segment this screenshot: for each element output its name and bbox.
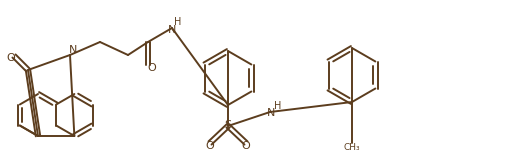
Text: O: O [148,63,157,73]
Text: O: O [242,141,250,151]
Text: N: N [267,108,275,118]
Text: O: O [7,53,16,63]
Text: S: S [225,120,231,130]
Text: H: H [174,17,181,27]
Text: N: N [69,45,77,55]
Text: O: O [205,141,214,151]
Text: H: H [275,101,282,111]
Text: CH₃: CH₃ [344,143,360,152]
Text: N: N [168,25,176,35]
